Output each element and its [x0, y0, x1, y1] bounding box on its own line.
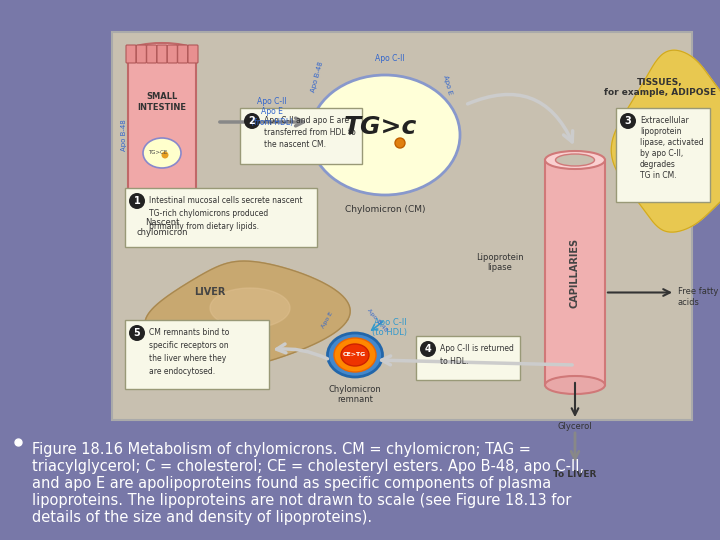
Circle shape	[161, 152, 168, 159]
Ellipse shape	[310, 75, 460, 195]
Text: Chylomicron
remnant: Chylomicron remnant	[328, 385, 382, 404]
FancyBboxPatch shape	[178, 45, 188, 63]
FancyBboxPatch shape	[128, 60, 196, 210]
Text: Figure 18.16 Metabolism of chylomicrons. CM = chylomicron; TAG =: Figure 18.16 Metabolism of chylomicrons.…	[32, 442, 531, 457]
Text: 5: 5	[134, 328, 140, 338]
Text: Apo E: Apo E	[320, 311, 333, 329]
Text: Apo B-48: Apo B-48	[366, 308, 388, 333]
Circle shape	[244, 113, 260, 129]
Ellipse shape	[341, 344, 369, 366]
Circle shape	[620, 113, 636, 129]
FancyBboxPatch shape	[545, 160, 605, 385]
Text: Apo C-II is returned: Apo C-II is returned	[440, 344, 514, 353]
FancyBboxPatch shape	[136, 45, 146, 63]
Text: Extracellular: Extracellular	[640, 116, 689, 125]
Text: TG-rich chylomicrons produced: TG-rich chylomicrons produced	[149, 209, 269, 218]
Text: Chylomicron (CM): Chylomicron (CM)	[345, 205, 426, 214]
FancyBboxPatch shape	[112, 32, 692, 420]
Ellipse shape	[143, 138, 181, 168]
Polygon shape	[145, 261, 350, 366]
FancyBboxPatch shape	[147, 45, 157, 63]
Ellipse shape	[328, 333, 382, 377]
Circle shape	[420, 341, 436, 357]
Text: Apo C-II
(to HDL): Apo C-II (to HDL)	[372, 318, 408, 338]
Text: Apo C-II
Apo E
(from HDL): Apo C-II Apo E (from HDL)	[251, 97, 293, 127]
Text: the nascent CM.: the nascent CM.	[264, 140, 326, 149]
FancyArrowPatch shape	[467, 94, 572, 142]
Text: Lipoprotein
lipase: Lipoprotein lipase	[476, 253, 524, 272]
Text: lipoprotein: lipoprotein	[640, 127, 682, 136]
FancyBboxPatch shape	[126, 45, 136, 63]
Text: CM remnants bind to: CM remnants bind to	[149, 328, 230, 337]
Text: 4: 4	[425, 344, 431, 354]
Ellipse shape	[128, 201, 196, 219]
Text: Nascent
chylomicron: Nascent chylomicron	[136, 218, 188, 238]
Text: LIVER: LIVER	[194, 287, 225, 297]
FancyBboxPatch shape	[167, 45, 177, 63]
Text: To LIVER: To LIVER	[553, 470, 597, 479]
Text: lipase, activated: lipase, activated	[640, 138, 703, 147]
Text: Apo E: Apo E	[441, 74, 452, 95]
FancyBboxPatch shape	[125, 320, 269, 389]
FancyBboxPatch shape	[616, 108, 710, 202]
Text: degrades: degrades	[640, 160, 676, 169]
Text: lipoproteins. The lipoproteins are not drawn to scale (see Figure 18.13 for: lipoproteins. The lipoproteins are not d…	[32, 493, 572, 508]
Text: details of the size and density of lipoproteins).: details of the size and density of lipop…	[32, 510, 372, 525]
Text: the liver where they: the liver where they	[149, 354, 226, 363]
Text: 1: 1	[134, 196, 140, 206]
FancyBboxPatch shape	[240, 108, 362, 164]
Polygon shape	[210, 288, 290, 328]
Text: triacylglycerol; C = cholesterol; CE = cholesteryl esters. Apo B-48, apo C-II,: triacylglycerol; C = cholesterol; CE = c…	[32, 459, 584, 474]
Text: TG>CE: TG>CE	[148, 150, 168, 154]
Text: SMALL
INTESTINE: SMALL INTESTINE	[138, 92, 186, 112]
Ellipse shape	[128, 43, 196, 61]
Text: transferred from HDL to: transferred from HDL to	[264, 128, 356, 137]
Text: Intestinal mucosal cells secrete nascent: Intestinal mucosal cells secrete nascent	[149, 196, 302, 205]
FancyBboxPatch shape	[416, 336, 520, 380]
Text: Apo C-II and apo E are: Apo C-II and apo E are	[264, 116, 349, 125]
Text: Apo B-48: Apo B-48	[121, 119, 127, 151]
Text: CAPILLARIES: CAPILLARIES	[570, 238, 580, 308]
Text: TG in CM.: TG in CM.	[640, 171, 677, 180]
Text: primarily from dietary lipids.: primarily from dietary lipids.	[149, 222, 259, 231]
Ellipse shape	[334, 338, 376, 372]
Polygon shape	[611, 50, 720, 232]
FancyBboxPatch shape	[125, 188, 317, 247]
Text: CE>TG: CE>TG	[343, 353, 366, 357]
FancyBboxPatch shape	[188, 45, 198, 63]
Text: 2: 2	[248, 116, 256, 126]
Circle shape	[129, 193, 145, 209]
Circle shape	[129, 325, 145, 341]
FancyBboxPatch shape	[157, 45, 167, 63]
Text: Apo B-48: Apo B-48	[310, 61, 324, 93]
Ellipse shape	[545, 376, 605, 394]
Text: to HDL.: to HDL.	[440, 357, 469, 366]
Text: Apo C-II: Apo C-II	[375, 54, 405, 63]
Ellipse shape	[556, 154, 595, 166]
Text: specific receptors on: specific receptors on	[149, 341, 229, 350]
Text: and apo E are apolipoproteins found as specific components of plasma: and apo E are apolipoproteins found as s…	[32, 476, 552, 491]
Text: TG>c: TG>c	[343, 115, 417, 139]
Ellipse shape	[545, 151, 605, 169]
Text: 3: 3	[625, 116, 631, 126]
Text: Glycerol: Glycerol	[558, 422, 593, 431]
Circle shape	[395, 138, 405, 148]
Text: Free fatty
acids: Free fatty acids	[678, 287, 719, 307]
Text: TISSUES,
for example, ADIPOSE: TISSUES, for example, ADIPOSE	[604, 78, 716, 97]
Text: by apo C-II,: by apo C-II,	[640, 149, 683, 158]
Text: are endocytosed.: are endocytosed.	[149, 367, 215, 376]
